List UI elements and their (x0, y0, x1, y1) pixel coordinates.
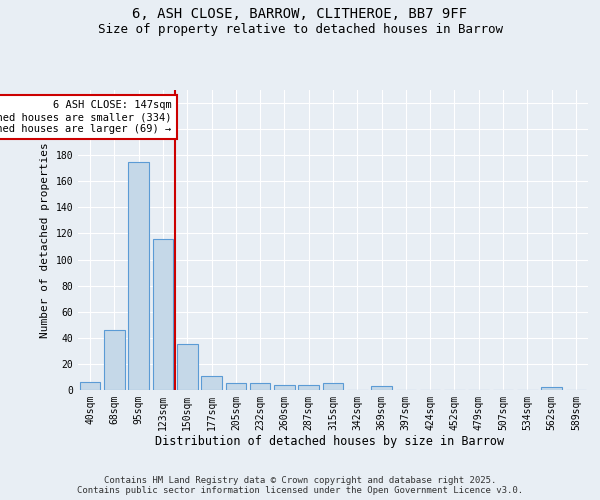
Bar (152, 238, 173, 390)
Text: 6 ASH CLOSE: 147sqm
← 83% of detached houses are smaller (334)
17% of semi-detac: 6 ASH CLOSE: 147sqm ← 83% of detached ho… (0, 100, 172, 134)
Bar (128, 162, 149, 390)
Bar (104, 330, 125, 390)
Bar (201, 376, 222, 390)
Y-axis label: Number of detached properties: Number of detached properties (40, 142, 50, 338)
Bar (323, 384, 343, 390)
Bar (250, 384, 271, 390)
Text: Size of property relative to detached houses in Barrow: Size of property relative to detached ho… (97, 22, 503, 36)
Bar (274, 385, 295, 390)
Bar (371, 386, 392, 390)
Bar (80, 382, 100, 390)
Bar (177, 344, 197, 390)
Text: Contains HM Land Registry data © Crown copyright and database right 2025.
Contai: Contains HM Land Registry data © Crown c… (77, 476, 523, 495)
Bar (226, 384, 246, 390)
Bar (298, 385, 319, 390)
Bar (541, 388, 562, 390)
Text: Distribution of detached houses by size in Barrow: Distribution of detached houses by size … (155, 435, 505, 448)
Text: 6, ASH CLOSE, BARROW, CLITHEROE, BB7 9FF: 6, ASH CLOSE, BARROW, CLITHEROE, BB7 9FF (133, 8, 467, 22)
